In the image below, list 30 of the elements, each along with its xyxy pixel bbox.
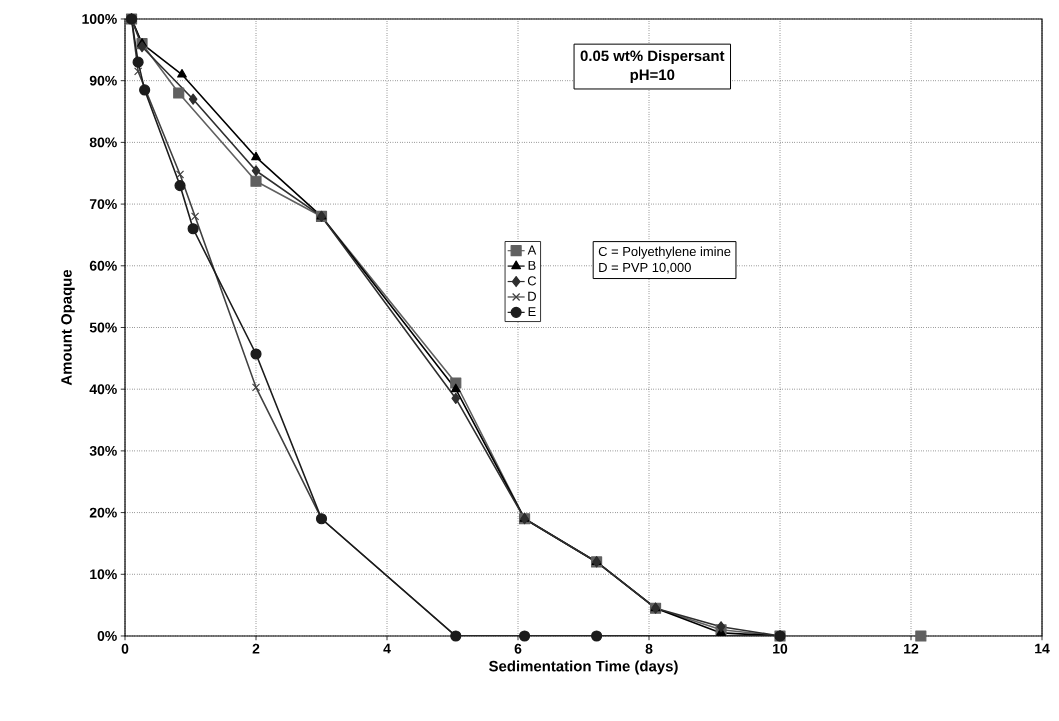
- y-tick-label: 40%: [89, 384, 117, 395]
- y-tick-label: 50%: [89, 322, 117, 333]
- x-tick-label: 6: [514, 643, 522, 654]
- legend-label: B: [528, 260, 536, 270]
- legend-label: A: [527, 245, 537, 255]
- y-tick-label: 100%: [82, 14, 117, 24]
- x-tick-label: 0: [121, 643, 129, 654]
- x-tick-label: 4: [383, 643, 391, 654]
- y-tick-label: 20%: [89, 507, 117, 518]
- y-tick-label: 10%: [90, 569, 117, 580]
- y-tick-label: 30%: [89, 445, 117, 456]
- legend-label: E: [528, 307, 536, 317]
- x-tick-label: 12: [904, 643, 919, 654]
- legend-label: C: [527, 276, 537, 286]
- x-axis-title: Sedimentation Time (days): [489, 660, 678, 675]
- annotation: C = Polyethylene imine: [598, 246, 731, 259]
- y-tick-label: 80%: [89, 137, 117, 148]
- text: pH=10: [630, 69, 675, 83]
- legend-label: D: [528, 291, 536, 301]
- y-axis-title: Amount Opaque: [61, 269, 75, 386]
- y-tick-label: 0%: [97, 631, 117, 641]
- x-tick-label: 10: [773, 643, 788, 654]
- y-tick-label: 70%: [89, 199, 117, 210]
- y-tick-label: 90%: [89, 75, 117, 86]
- x-tick-label: 8: [645, 643, 653, 654]
- x-tick-label: 14: [1035, 643, 1050, 654]
- text: 0.05 wt% Dispersant: [580, 50, 725, 65]
- annotation: D = PVP 10,000: [599, 262, 691, 274]
- x-tick-label: 2: [252, 643, 260, 654]
- y-tick-label: 60%: [89, 260, 117, 271]
